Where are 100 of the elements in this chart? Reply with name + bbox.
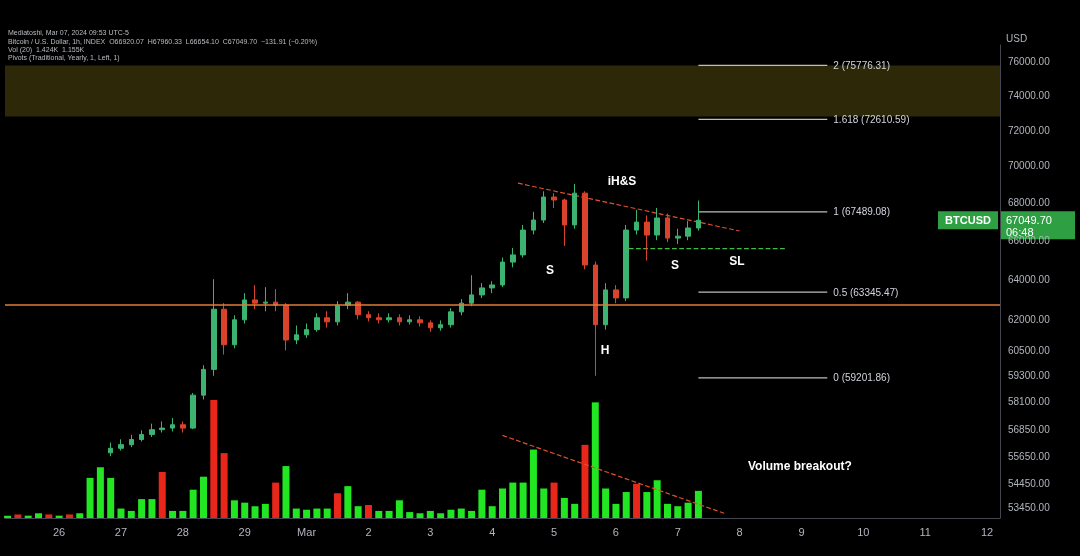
y-tick-label: 70000.00 (1008, 160, 1051, 172)
annotation: S (545, 263, 555, 277)
x-tick-label: 11 (919, 525, 931, 538)
bar (633, 483, 641, 518)
bar (14, 514, 22, 518)
y-tick-label: 60500.00 (1008, 344, 1051, 356)
bar (591, 402, 599, 518)
candlestick (252, 284, 258, 310)
candlestick (613, 284, 619, 304)
candlestick (118, 438, 124, 452)
candlestick (685, 220, 691, 241)
bar (468, 510, 476, 518)
candlestick (324, 310, 330, 329)
bar (488, 506, 496, 518)
bar (602, 488, 610, 518)
candlestick (108, 442, 113, 457)
bar (385, 510, 393, 518)
x-tick-label: 4 (489, 525, 496, 538)
bar (478, 489, 486, 518)
bar (303, 509, 311, 518)
x-tick-label: 2 (365, 525, 372, 538)
candlestick (417, 315, 423, 328)
bar (35, 513, 43, 518)
bar (107, 477, 115, 518)
bar (189, 489, 197, 518)
bar (251, 506, 259, 518)
candlestick (221, 302, 227, 356)
candlestick (644, 215, 650, 262)
bar (499, 488, 506, 518)
x-tick-label: 29 (238, 525, 251, 538)
candlestick (201, 364, 206, 400)
series-label: 2 (75776.31) (833, 59, 891, 71)
candlestick (304, 322, 309, 339)
bar (138, 499, 146, 518)
candlestick (211, 278, 217, 377)
bar (344, 486, 352, 518)
bar (65, 514, 73, 518)
bar (540, 488, 548, 518)
x-tick-label: 12 (980, 525, 994, 538)
candlestick (623, 224, 629, 302)
candlestick (170, 417, 175, 432)
candlestick (603, 282, 608, 331)
candlestick (139, 429, 144, 443)
y-tick-label: 74000.00 (1008, 89, 1051, 101)
candlestick (448, 307, 454, 329)
x-tick-label: 7 (674, 525, 681, 538)
bar (437, 513, 445, 518)
candlestick (397, 313, 402, 327)
y-tick-label: 54450.00 (1008, 478, 1051, 490)
candlestick (489, 280, 495, 294)
bar (426, 510, 434, 518)
text: 67049.70 (1006, 214, 1052, 227)
candlestick (263, 286, 268, 312)
candlestick (242, 292, 247, 324)
bar (364, 505, 372, 518)
x-tick-label: 3 (427, 525, 434, 538)
bar (406, 512, 414, 518)
candlestick (428, 319, 433, 333)
y-tick-label: 62000.00 (1008, 313, 1051, 325)
x-tick-label: 10 (857, 525, 870, 538)
annotation: BTCUSD (945, 214, 991, 227)
bar (334, 493, 342, 518)
candlestick (531, 211, 536, 235)
candlestick (479, 282, 485, 299)
x-tick-label: Mar (297, 525, 317, 538)
candlestick (510, 247, 516, 268)
candlestick (294, 325, 299, 345)
bar (210, 400, 218, 518)
bar (622, 492, 630, 518)
annotation: SL (729, 254, 745, 268)
candlestick (438, 319, 443, 332)
bar (612, 503, 620, 518)
x-tick-label: 26 (53, 525, 66, 538)
bar (684, 502, 692, 518)
bar (45, 514, 53, 518)
y-tick-label: 64000.00 (1008, 273, 1051, 285)
bar (395, 500, 403, 518)
annotation: Volume breakout? (748, 459, 852, 473)
y-axis-title: USD (1006, 32, 1028, 44)
candlestick (551, 192, 557, 209)
candlestick (572, 183, 577, 230)
bar (581, 444, 589, 518)
x-tick-label: 28 (176, 525, 189, 538)
candlestick (500, 257, 505, 288)
bar (220, 453, 228, 518)
bar (560, 497, 568, 518)
candlestick (582, 190, 588, 270)
candlestick (665, 213, 670, 243)
bar (694, 490, 702, 518)
bar (663, 503, 671, 518)
bar (457, 508, 465, 518)
y-tick-label: 76000.00 (1008, 56, 1051, 68)
bar (674, 506, 682, 518)
bar (509, 482, 517, 518)
x-tick-label: 6 (612, 525, 619, 538)
bar (117, 508, 125, 518)
bar (653, 480, 661, 518)
x-tick-label: 9 (798, 525, 805, 538)
bar (313, 508, 321, 518)
series-label: 0 (59201.86) (833, 372, 891, 384)
